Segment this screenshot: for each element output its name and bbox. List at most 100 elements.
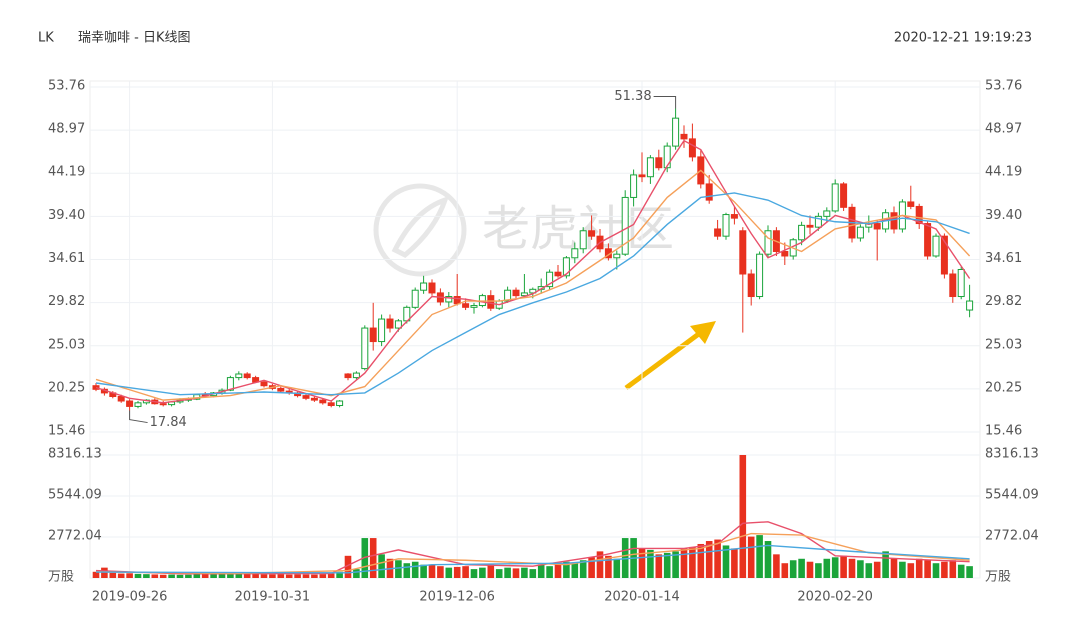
candle-body	[739, 230, 747, 275]
candle-body	[344, 373, 352, 379]
candle-body	[529, 288, 537, 294]
candle-body	[957, 268, 965, 298]
candle-body	[966, 300, 974, 311]
candle-body	[579, 230, 587, 250]
candle-body	[411, 289, 419, 308]
candle-body	[756, 253, 764, 298]
volume-bar	[563, 561, 570, 578]
volume-bar	[899, 561, 906, 578]
volume-bar	[151, 574, 159, 578]
volume-bar	[453, 566, 461, 578]
volume-bar	[185, 574, 192, 578]
x-tick-label: 2019-12-06	[419, 590, 495, 605]
y-tick-label-right: 20.25	[985, 380, 1022, 395]
volume-bar	[932, 563, 940, 578]
candle-body	[369, 327, 377, 343]
moving-average	[95, 192, 970, 396]
volume-bar	[915, 558, 923, 578]
volume-bar	[764, 541, 772, 578]
candle-body	[646, 157, 654, 178]
candle-body	[117, 396, 125, 402]
candle-body	[663, 145, 671, 169]
volume-bar	[747, 536, 755, 578]
volume-bar	[789, 560, 797, 578]
volume-bar	[210, 574, 217, 578]
candle-body	[571, 248, 579, 259]
candle-body	[949, 273, 957, 298]
candle-body	[428, 282, 436, 294]
volume-bar	[176, 574, 184, 578]
volume-bar	[470, 569, 478, 578]
candle-body	[420, 282, 428, 291]
candle-body	[453, 296, 461, 305]
volume-bar	[336, 571, 343, 578]
volume-bar	[235, 573, 243, 578]
volume-bar	[873, 561, 881, 578]
volume-bar	[705, 541, 713, 578]
volume-bar	[353, 569, 360, 578]
candle-body	[806, 224, 814, 228]
volume-bar	[201, 574, 209, 578]
volume-bar	[831, 557, 839, 578]
volume-bar	[613, 558, 621, 578]
volume-bar	[495, 569, 503, 578]
y-tick-label: 39.40	[48, 208, 85, 223]
candle-body	[260, 381, 268, 387]
candle-body	[512, 289, 520, 297]
volume-bar	[840, 555, 847, 578]
max-label: 51.38	[614, 89, 651, 104]
candle-body	[781, 250, 789, 257]
volume-bar	[126, 573, 133, 578]
max-connector	[653, 95, 677, 109]
volume-bar	[227, 572, 234, 578]
candle-body	[327, 402, 335, 407]
volume-bar	[815, 563, 822, 578]
candle-body	[621, 196, 629, 255]
candle-body	[134, 402, 142, 407]
volume-bar	[117, 573, 125, 578]
volume-bar	[294, 574, 301, 578]
candle-body	[924, 223, 932, 257]
candle-body	[394, 320, 402, 329]
arrow-head	[690, 321, 716, 344]
volume-bar	[411, 561, 419, 578]
volume-bar	[697, 543, 705, 578]
candle-body	[520, 292, 528, 297]
candle-body	[932, 235, 940, 257]
candle-body	[302, 395, 310, 399]
candle-body	[840, 183, 848, 208]
volume-bar	[420, 564, 427, 578]
volume-bar	[949, 560, 957, 578]
candle-body	[554, 271, 562, 277]
volume-bar	[621, 538, 629, 578]
volume-bar	[571, 563, 579, 578]
volume-bar	[689, 546, 696, 578]
volume-bar	[537, 564, 545, 578]
y-tick-label-right: 48.97	[985, 122, 1022, 137]
candle-body	[277, 387, 285, 392]
volume-bar	[655, 554, 663, 578]
candle-body	[705, 183, 713, 201]
volume-bar	[890, 558, 898, 578]
y-tick-label-right: 44.19	[985, 165, 1022, 180]
volume-bar	[848, 558, 856, 578]
volume-bar	[907, 563, 915, 578]
candle-body	[764, 230, 772, 255]
candle-body	[378, 318, 386, 343]
candle-body	[747, 273, 755, 298]
volume-bar	[479, 567, 486, 578]
volume-bar	[504, 567, 511, 578]
candle-body	[504, 289, 512, 302]
volume-bar	[865, 563, 873, 578]
volume-bar	[437, 566, 444, 578]
volume-bar	[92, 571, 100, 578]
volume-bar	[714, 539, 721, 578]
candle-body	[361, 327, 369, 370]
volume-bar	[260, 574, 268, 578]
y-tick-label-right: 15.46	[985, 424, 1022, 439]
volume-bar	[663, 552, 671, 578]
y-tick-label: 48.97	[48, 122, 85, 137]
candle-body	[243, 373, 251, 379]
volume-bar	[781, 563, 789, 578]
volume-bar	[957, 564, 965, 578]
